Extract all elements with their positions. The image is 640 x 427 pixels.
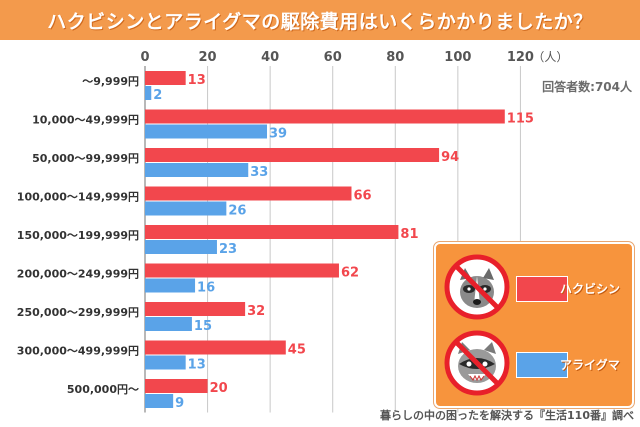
legend-swatch-hakubishin (516, 276, 568, 302)
x-tick-label: 0 (140, 50, 149, 65)
data-label: 94 (441, 150, 459, 165)
data-label: 66 (353, 189, 371, 204)
data-label: 115 (507, 112, 534, 127)
data-label: 20 (210, 381, 228, 396)
data-label: 45 (288, 343, 306, 358)
no-raccoon-icon (444, 330, 510, 396)
x-tick-label: 100 (444, 50, 471, 65)
legend: ハクビシン アライグマ (434, 242, 634, 408)
category-label: 500,000円～ (67, 383, 139, 396)
data-label: 39 (269, 127, 287, 142)
x-tick-label: 80 (386, 50, 404, 65)
legend-swatch-araiguma (516, 352, 568, 378)
data-label: 2 (153, 88, 162, 103)
bar-hakubishin (145, 225, 399, 239)
data-label: 62 (341, 266, 359, 281)
bar-hakubishin (145, 302, 246, 316)
legend-item-araiguma: アライグマ (436, 328, 632, 398)
category-label: 250,000～299,999円 (17, 306, 139, 319)
bar-araiguma (145, 86, 152, 100)
category-label: 150,000～199,999円 (17, 229, 139, 242)
bar-hakubishin (145, 109, 505, 124)
data-label: 33 (250, 165, 268, 180)
category-label: 50,000～99,999円 (32, 152, 139, 165)
bar-araiguma (145, 124, 268, 139)
data-label: 13 (188, 73, 206, 88)
bar-hakubishin (145, 263, 339, 278)
bar-araiguma (145, 163, 249, 177)
category-label: 200,000～249,999円 (17, 268, 139, 281)
bar-hakubishin (145, 340, 286, 355)
no-raccoon-dog-icon (444, 254, 510, 320)
bar-araiguma (145, 394, 174, 408)
data-label: 81 (400, 227, 418, 242)
bar-araiguma (145, 240, 217, 254)
x-tick-label: 40 (261, 50, 279, 65)
title-bar: ハクビシンとアライグマの駆除費用はいくらかかりましたか？ (0, 0, 640, 40)
data-label: 15 (194, 319, 212, 334)
chart-title: ハクビシンとアライグマの駆除費用はいくらかかりましたか？ (47, 10, 593, 33)
data-label: 26 (228, 204, 246, 219)
data-label: 9 (175, 396, 184, 411)
bar-araiguma (145, 278, 196, 293)
category-label: ～9,999円 (82, 75, 139, 88)
bar-hakubishin (145, 148, 440, 162)
category-label: 10,000～49,999円 (32, 114, 139, 127)
category-label: 300,000～499,999円 (17, 345, 139, 358)
bar-hakubishin (145, 71, 186, 85)
x-tick-label: 120 (507, 50, 534, 65)
category-label: 100,000～149,999円 (17, 191, 139, 204)
bar-hakubishin (145, 186, 352, 201)
x-tick-label: 60 (324, 50, 342, 65)
x-unit-label: （人） (532, 50, 568, 64)
respondent-count: 回答者数:704人 (542, 80, 632, 94)
legend-label-araiguma: アライグマ (560, 358, 620, 372)
x-tick-label: 20 (199, 50, 217, 65)
bar-araiguma (145, 355, 186, 370)
legend-label-hakubishin: ハクビシン (560, 282, 621, 296)
bar-araiguma (145, 317, 192, 331)
bar-hakubishin (145, 379, 208, 393)
legend-item-hakubishin: ハクビシン (436, 252, 632, 322)
source-credit: 暮らしの中の困ったを解決する『生活110番』調べ (380, 409, 634, 422)
bar-araiguma (145, 201, 227, 216)
data-label: 16 (197, 281, 215, 296)
data-label: 13 (188, 358, 206, 373)
data-label: 23 (219, 242, 237, 257)
data-label: 32 (247, 304, 265, 319)
